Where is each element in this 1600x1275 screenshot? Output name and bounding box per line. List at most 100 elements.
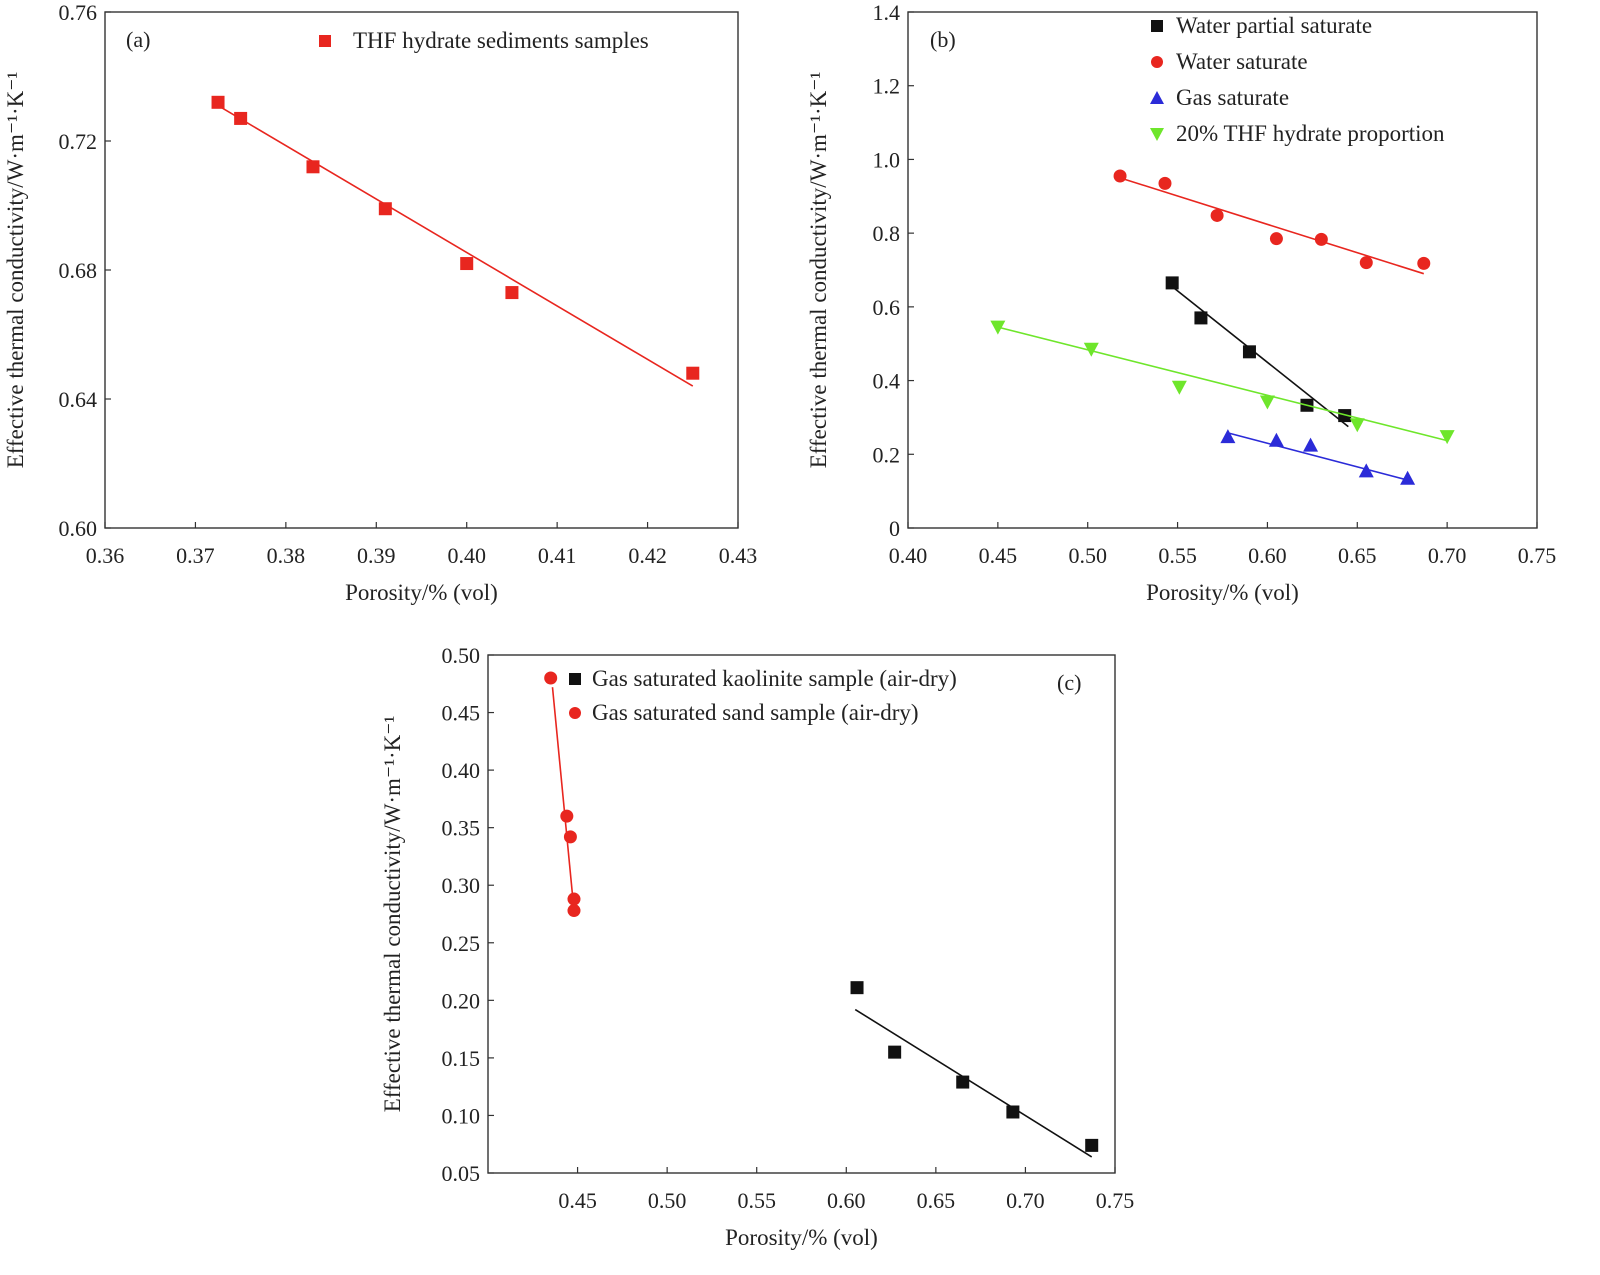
- data-point: [1359, 256, 1373, 270]
- fit-line: [1119, 177, 1425, 275]
- plot-frame: [487, 654, 1116, 1174]
- x-tick-label: 0.65: [1338, 543, 1377, 568]
- y-tick-label: 0.40: [442, 758, 481, 783]
- y-tick-label: 0.8: [873, 221, 901, 246]
- x-tick-label: 0.39: [357, 543, 396, 568]
- data-point: [1083, 342, 1099, 357]
- data-point: [234, 111, 248, 125]
- data-point: [1158, 176, 1172, 190]
- fit-line: [1227, 432, 1408, 481]
- y-tick-label: 0.45: [442, 701, 481, 726]
- data-point: [378, 202, 392, 216]
- x-tick-label: 0.37: [176, 543, 215, 568]
- y-tick-label: 0.64: [59, 387, 98, 412]
- data-point: [1358, 463, 1374, 478]
- data-point: [1113, 169, 1127, 183]
- fit-line: [551, 687, 575, 911]
- y-tick-label: 0: [889, 516, 900, 541]
- data-point: [567, 892, 581, 906]
- data-point: [888, 1045, 902, 1059]
- data-point: [1085, 1138, 1099, 1152]
- data-point: [1259, 395, 1275, 410]
- x-tick-label: 0.60: [827, 1188, 866, 1213]
- legend-marker: [569, 707, 581, 719]
- x-axis-label: Porosity/% (vol): [725, 1225, 878, 1250]
- chart-panel-1: 0.40 0.45 0.50 0.55 0.60 0.65 0.70 0.75 0 0.2 0.4 0…: [806, 0, 1556, 605]
- data-point: [686, 366, 700, 380]
- plot-frame: [104, 11, 739, 529]
- data-point: [563, 830, 577, 844]
- data-point: [1303, 437, 1319, 452]
- data-point: [505, 286, 519, 300]
- fit-line: [1171, 285, 1349, 428]
- y-tick-label: 0.68: [59, 258, 98, 283]
- x-tick-label: 0.40: [889, 543, 928, 568]
- plots: 0.36 0.37 0.38 0.39 0.40 0.41 0.42 0.430.600.64…: [3, 0, 1556, 1250]
- data-point: [1439, 430, 1455, 445]
- x-tick-label: 0.43: [719, 543, 758, 568]
- data-point: [1349, 418, 1365, 433]
- fit-line: [854, 1008, 1093, 1158]
- y-tick-label: 0.6: [873, 295, 901, 320]
- data-point: [1417, 256, 1431, 270]
- legend-marker: [319, 35, 331, 47]
- x-tick-label: 0.70: [1428, 543, 1467, 568]
- x-axis-label: Porosity/% (vol): [345, 580, 498, 605]
- x-tick-label: 0.55: [1158, 543, 1197, 568]
- legend-marker: [1151, 20, 1163, 32]
- x-tick-label: 0.55: [737, 1188, 776, 1213]
- chart-panel-2: 0.45 0.50 0.55 0.60 0.65 0.70 0.75 0.05 0.10 0.15…: [380, 643, 1134, 1250]
- x-tick-label: 0.70: [1006, 1188, 1045, 1213]
- panel-tag: (a): [126, 27, 150, 52]
- data-point: [306, 160, 320, 174]
- data-point: [850, 981, 864, 995]
- x-axis-label: Porosity/% (vol): [1146, 580, 1299, 605]
- data-point: [1242, 345, 1256, 359]
- plot-frame: [907, 11, 1538, 529]
- legend-label: Gas saturate: [1176, 85, 1289, 110]
- legend-marker: [1150, 128, 1164, 141]
- y-tick-label: 0.35: [442, 816, 481, 841]
- legend-marker: [1150, 91, 1164, 104]
- data-point: [990, 320, 1006, 335]
- y-tick-label: 0.30: [442, 873, 481, 898]
- y-tick-label: 0.2: [873, 442, 901, 467]
- x-tick-label: 0.41: [538, 543, 577, 568]
- x-tick-label: 0.60: [1248, 543, 1287, 568]
- chart-panel-0: 0.36 0.37 0.38 0.39 0.40 0.41 0.42 0.43 0.60 0.64…: [3, 0, 757, 605]
- data-point: [956, 1075, 970, 1089]
- y-tick-label: 1.2: [873, 74, 901, 99]
- y-tick-label: 1.0: [873, 147, 901, 172]
- y-tick-label: 0.50: [442, 643, 481, 668]
- y-tick-label: 0.25: [442, 931, 481, 956]
- data-point: [560, 809, 574, 823]
- y-tick-label: 0.15: [442, 1046, 481, 1071]
- legend-marker: [1151, 56, 1163, 68]
- y-axis-label: Effective thermal conductivity/W·m⁻¹·K⁻¹: [3, 72, 28, 469]
- data-point: [1220, 429, 1236, 444]
- y-tick-label: 0.60: [59, 516, 98, 541]
- data-point: [544, 671, 558, 685]
- panel-tag: (b): [930, 27, 956, 52]
- data-point: [1314, 232, 1328, 246]
- x-tick-label: 0.75: [1096, 1188, 1135, 1213]
- x-tick-label: 0.45: [979, 543, 1018, 568]
- y-axis-label: Effective thermal conductivity/W·m⁻¹·K⁻¹: [806, 72, 831, 469]
- y-tick-label: 0.72: [59, 129, 98, 154]
- fit-line: [217, 104, 694, 387]
- x-tick-label: 0.45: [558, 1188, 597, 1213]
- legend-label: Water partial saturate: [1176, 13, 1372, 38]
- data-point: [1400, 470, 1416, 485]
- x-tick-label: 0.38: [267, 543, 306, 568]
- data-point: [567, 904, 581, 918]
- y-tick-label: 0.76: [59, 0, 98, 25]
- data-point: [1269, 232, 1283, 246]
- legend-marker: [569, 673, 581, 685]
- y-tick-label: 0.20: [442, 988, 481, 1013]
- x-tick-label: 0.50: [648, 1188, 687, 1213]
- legend-label: 20% THF hydrate proportion: [1176, 121, 1445, 146]
- x-tick-label: 0.42: [628, 543, 667, 568]
- data-point: [1194, 311, 1208, 325]
- y-tick-label: 0.10: [442, 1103, 481, 1128]
